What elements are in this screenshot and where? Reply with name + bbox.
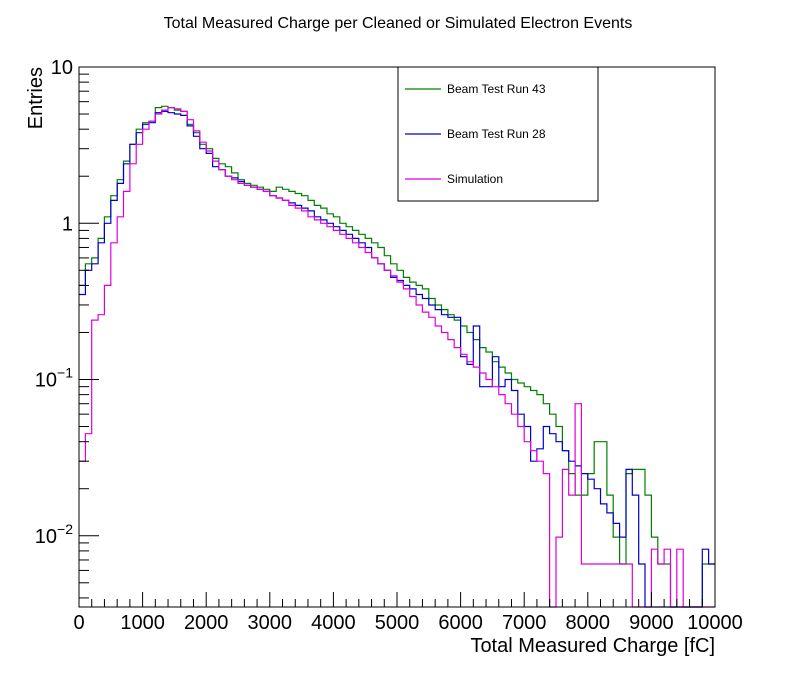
chart-title: Total Measured Charge per Cleaned or Sim… bbox=[164, 15, 633, 32]
x-tick-label: 9000 bbox=[629, 612, 674, 634]
x-tick-label: 1000 bbox=[120, 612, 165, 634]
x-tick-label: 6000 bbox=[438, 612, 483, 634]
legend: Beam Test Run 43 Beam Test Run 28 Simula… bbox=[397, 66, 599, 202]
series-line-1 bbox=[79, 110, 715, 608]
x-tick-label: 7000 bbox=[502, 612, 547, 634]
x-axis-label: Total Measured Charge [fC] bbox=[470, 635, 715, 657]
y-tick-label: 10−2 bbox=[35, 521, 73, 548]
series-line-2 bbox=[79, 107, 715, 608]
x-tick-label: 4000 bbox=[311, 612, 356, 634]
legend-label-simulation: Simulation bbox=[447, 172, 503, 186]
x-tick-label: 0 bbox=[73, 612, 84, 634]
series-layer bbox=[79, 105, 715, 608]
axis-layer: 0 1000 2000 3000 4000 5000 6000 7000 8000 9000 100… bbox=[35, 57, 743, 634]
x-tick-label: 8000 bbox=[566, 612, 611, 634]
legend-label-run28: Beam Test Run 28 bbox=[447, 127, 546, 141]
x-tick-label: 2000 bbox=[184, 612, 229, 634]
x-tick-label: 10000 bbox=[687, 612, 743, 634]
x-tick-label: 3000 bbox=[248, 612, 293, 634]
x-tick-label: 5000 bbox=[375, 612, 420, 634]
legend-label-run43: Beam Test Run 43 bbox=[447, 82, 546, 96]
y-tick-label: 1 bbox=[62, 213, 73, 235]
y-tick-label: 10 bbox=[51, 57, 73, 79]
y-tick-label: 10−1 bbox=[35, 365, 73, 392]
y-axis-label: Entries bbox=[25, 67, 47, 129]
